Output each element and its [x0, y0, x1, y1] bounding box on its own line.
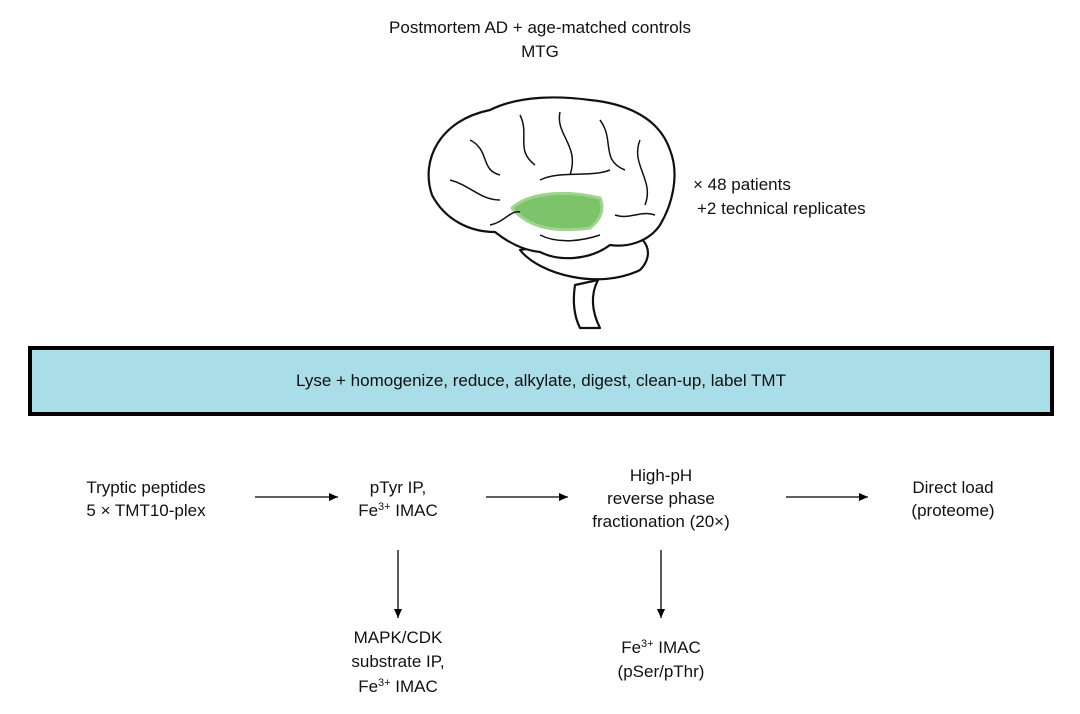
highph-line1: High-pH [629, 466, 693, 485]
tryptic-line1: Tryptic peptides [86, 478, 206, 497]
imac-line1: Fe3+ IMAC [621, 636, 701, 659]
direct-line2: (proteome) [911, 501, 995, 520]
title-line2: MTG [521, 42, 559, 61]
mapk-line1: MAPK/CDK [353, 628, 443, 647]
imac-text: IMAC [390, 501, 438, 520]
charge-sup: 3+ [378, 501, 391, 513]
imac-text: IMAC [390, 677, 438, 696]
imac-text: IMAC [653, 638, 701, 657]
fe-text: Fe [358, 677, 379, 696]
direct-line1: Direct load [912, 478, 994, 497]
fe-text: Fe [358, 501, 379, 520]
brain-icon [427, 96, 676, 330]
charge-sup: 3+ [641, 638, 654, 650]
charge-sup: 3+ [378, 677, 391, 689]
technical-replicates: +2 technical replicates [697, 199, 866, 218]
fe-text: Fe [621, 638, 642, 657]
tryptic-line2: 5 × TMT10-plex [86, 501, 206, 520]
highph-line3: fractionation (20×) [592, 512, 730, 531]
mapk-line3: Fe3+ IMAC [358, 675, 438, 698]
patients-count: × 48 patients [693, 175, 791, 194]
process-box: Lyse + homogenize, reduce, alkylate, dig… [28, 346, 1054, 416]
mapk-line2: substrate IP, [351, 652, 445, 671]
ptyr-line1: pTyr IP, [369, 478, 427, 497]
title-line1: Postmortem AD + age-matched controls [389, 18, 691, 37]
ptyr-line2: Fe3+ IMAC [358, 499, 438, 522]
process-label: Lyse + homogenize, reduce, alkylate, dig… [296, 371, 786, 390]
highph-line2: reverse phase [607, 489, 715, 508]
imac-line2: (pSer/pThr) [617, 662, 705, 681]
